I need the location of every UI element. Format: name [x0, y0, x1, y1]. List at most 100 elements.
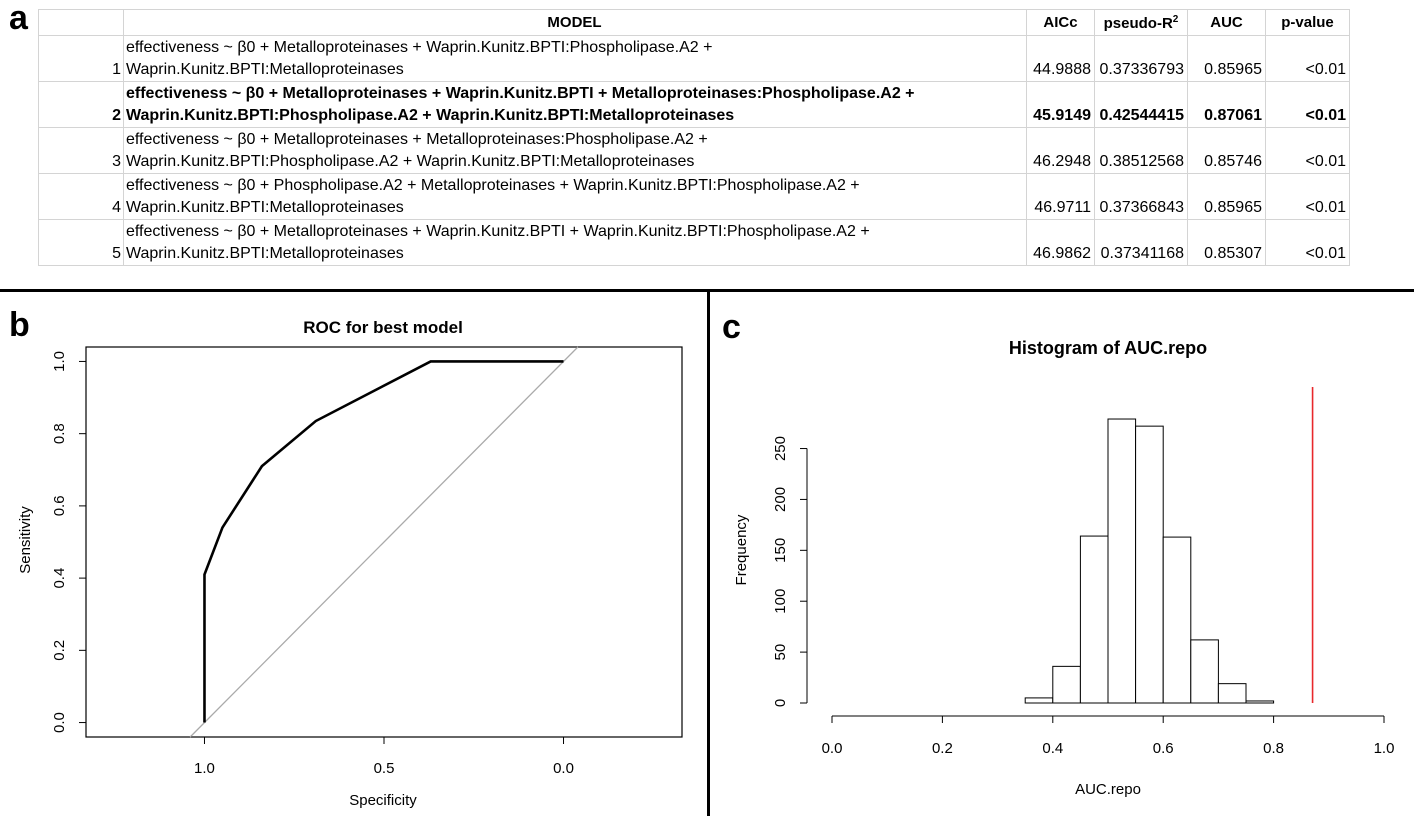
model-table-container: MODEL AICc pseudo-R2 AUC p-value 1 effec… [38, 9, 1350, 266]
histogram-x-tick-label: 0.2 [932, 740, 953, 757]
histogram-bar [1107, 418, 1137, 704]
header-pseudo-r2-superscript: 2 [1172, 13, 1179, 25]
row-pseudo-r2: 0.37366843 [1094, 173, 1188, 220]
panel-letter-c: c [722, 308, 741, 346]
histogram-y-tick-label: 200 [772, 487, 789, 512]
row-model: effectiveness ~ β0 + Phospholipase.A2 + … [123, 173, 1027, 220]
row-aicc: 44.9888 [1026, 35, 1095, 82]
roc-y-tick-label: 1.0 [51, 351, 68, 372]
row-aicc: 46.9711 [1026, 173, 1095, 220]
roc-title: ROC for best model [303, 318, 463, 337]
row-model-line1: effectiveness ~ β0 + Metalloproteinases … [126, 85, 915, 102]
roc-curve-line [203, 360, 564, 723]
table-row: 1 effectiveness ~ β0 + Metalloproteinase… [38, 35, 1350, 82]
header-pvalue: p-value [1265, 9, 1350, 36]
row-pvalue: <0.01 [1265, 81, 1350, 128]
row-index: 2 [38, 81, 124, 128]
histogram-y-axis-label: Frequency [733, 514, 750, 585]
horizontal-divider [0, 289, 1414, 292]
histogram-bar [1135, 425, 1164, 704]
table-header-row: MODEL AICc pseudo-R2 AUC p-value [38, 9, 1350, 36]
row-index: 3 [38, 127, 124, 174]
row-model-line2: Waprin.Kunitz.BPTI:Metalloproteinases [126, 61, 404, 78]
row-pvalue: <0.01 [1265, 173, 1350, 220]
histogram-bar [1245, 700, 1275, 704]
row-pseudo-r2: 0.37341168 [1094, 219, 1188, 266]
header-index [38, 9, 124, 36]
row-auc: 0.85746 [1187, 127, 1266, 174]
vertical-divider [707, 291, 710, 816]
roc-y-tick-label: 0.2 [51, 640, 68, 661]
row-pvalue: <0.01 [1265, 35, 1350, 82]
row-model-line2: Waprin.Kunitz.BPTI:Metalloproteinases [126, 245, 404, 262]
row-auc: 0.85307 [1187, 219, 1266, 266]
roc-y-axis-label: Sensitivity [17, 506, 34, 574]
roc-x-tick-label: 0.5 [374, 760, 395, 777]
roc-x-tick-label: 1.0 [194, 760, 215, 777]
header-pseudo-r2: pseudo-R2 [1094, 9, 1188, 36]
histogram-x-tick-label: 0.6 [1153, 740, 1174, 757]
histogram-x-axis-label: AUC.repo [1075, 781, 1141, 798]
histogram-y-tick-label: 150 [772, 538, 789, 563]
histogram-bar [1162, 536, 1192, 704]
histogram-x-tick-label: 0.0 [822, 740, 843, 757]
row-aicc: 46.2948 [1026, 127, 1095, 174]
roc-y-tick-label: 0.8 [51, 423, 68, 444]
row-index: 4 [38, 173, 124, 220]
row-model-line2: Waprin.Kunitz.BPTI:Phospholipase.A2 + Wa… [126, 107, 735, 124]
roc-x-tick-label: 0.0 [553, 760, 574, 777]
histogram-axes: 0.0 0.2 0.4 0.6 0.8 1.0 0 50 100 150 200 250 [772, 436, 1394, 757]
histogram-x-tick-label: 0.4 [1042, 740, 1063, 757]
histogram-bar [1190, 639, 1219, 704]
row-model: effectiveness ~ β0 + Metalloproteinases … [123, 81, 1027, 128]
panel-letter-b: b [9, 306, 30, 344]
roc-x-axis-label: Specificity [349, 792, 417, 809]
roc-chart: ROC for best model 1.0 0.5 0.0 0.0 0.2 0.4 0.6… [17, 318, 683, 809]
histogram-title: Histogram of AUC.repo [1009, 338, 1207, 358]
histogram-chart: Histogram of AUC.repo 0.0 0.2 0.4 0.6 0.8 1.0… [733, 338, 1394, 798]
row-model-line1: effectiveness ~ β0 + Metalloproteinases … [126, 131, 708, 148]
roc-y-tick-label: 0.0 [51, 712, 68, 733]
histogram-y-tick-label: 250 [772, 436, 789, 461]
row-pseudo-r2: 0.38512568 [1094, 127, 1188, 174]
row-model: effectiveness ~ β0 + Metalloproteinases … [123, 219, 1027, 266]
row-model: effectiveness ~ β0 + Metalloproteinases … [123, 35, 1027, 82]
model-table: MODEL AICc pseudo-R2 AUC p-value 1 effec… [38, 9, 1350, 266]
histogram-x-tick-label: 1.0 [1374, 740, 1395, 757]
table-row-best: 2 effectiveness ~ β0 + Metalloproteinase… [38, 81, 1350, 128]
row-model-line2: Waprin.Kunitz.BPTI:Phospholipase.A2 + Wa… [126, 153, 695, 170]
histogram-bar [1079, 535, 1109, 704]
header-pseudo-r2-text: pseudo-R [1103, 14, 1173, 32]
histogram-bar [1024, 697, 1054, 704]
row-aicc: 46.9862 [1026, 219, 1095, 266]
row-pvalue: <0.01 [1265, 127, 1350, 174]
row-model-line1: effectiveness ~ β0 + Phospholipase.A2 + … [126, 177, 860, 194]
row-model-line1: effectiveness ~ β0 + Metalloproteinases … [126, 39, 713, 56]
histogram-x-tick-label: 0.8 [1263, 740, 1284, 757]
table-row: 4 effectiveness ~ β0 + Phospholipase.A2 … [38, 173, 1350, 220]
histogram-y-tick-label: 50 [772, 644, 789, 661]
roc-y-tick-label: 0.4 [51, 568, 68, 589]
roc-reference-diagonal [189, 346, 579, 738]
roc-y-tick-label: 0.6 [51, 495, 68, 516]
header-model: MODEL [123, 9, 1027, 36]
header-auc: AUC [1187, 9, 1266, 36]
row-aicc: 45.9149 [1026, 81, 1095, 128]
row-pseudo-r2: 0.42544415 [1094, 81, 1188, 128]
histogram-bar [1052, 665, 1081, 704]
histogram-bars [1024, 418, 1275, 704]
row-auc: 0.85965 [1187, 173, 1266, 220]
header-aicc: AICc [1026, 9, 1095, 36]
row-auc: 0.85965 [1187, 35, 1266, 82]
row-pvalue: <0.01 [1265, 219, 1350, 266]
histogram-y-tick-label: 0 [772, 699, 789, 707]
row-auc: 0.87061 [1187, 81, 1266, 128]
row-index: 5 [38, 219, 124, 266]
row-model-line2: Waprin.Kunitz.BPTI:Metalloproteinases [126, 199, 404, 216]
row-model-line1: effectiveness ~ β0 + Metalloproteinases … [126, 223, 870, 240]
roc-axes: 1.0 0.5 0.0 0.0 0.2 0.4 0.6 0.8 1.0 [51, 351, 574, 777]
row-pseudo-r2: 0.37336793 [1094, 35, 1188, 82]
table-row: 3 effectiveness ~ β0 + Metalloproteinase… [38, 127, 1350, 174]
histogram-bar [1217, 683, 1247, 704]
row-model: effectiveness ~ β0 + Metalloproteinases … [123, 127, 1027, 174]
